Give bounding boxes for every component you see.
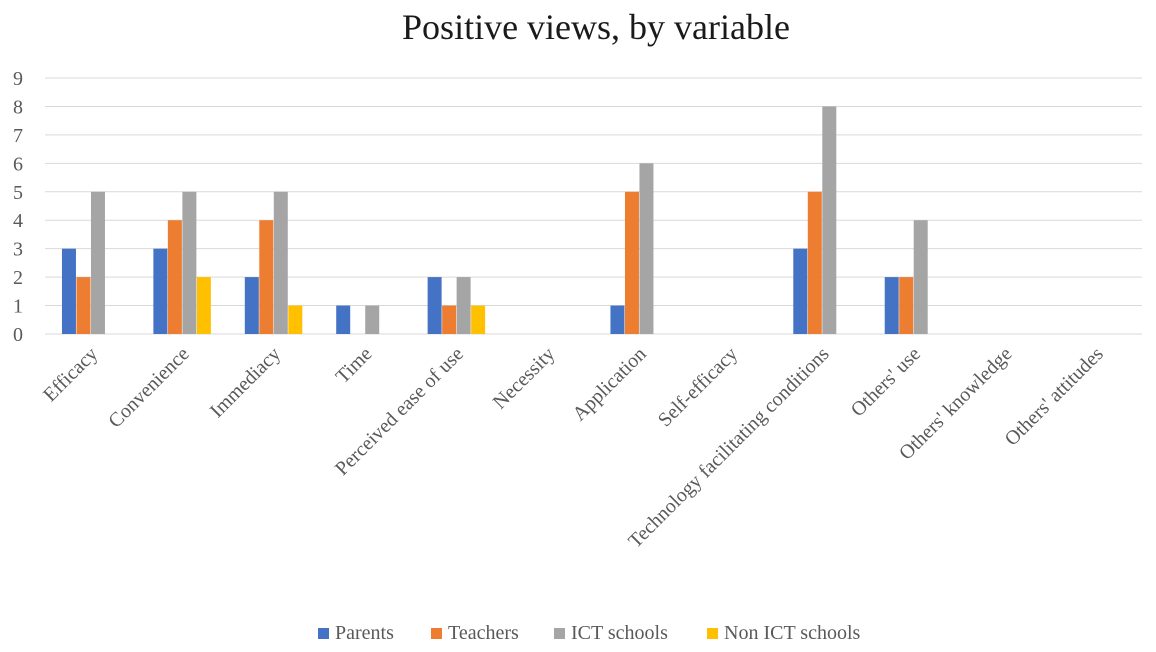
bar-ict-schools-4 (365, 305, 380, 334)
y-tick-label: 8 (13, 96, 23, 118)
y-tick-label: 9 (13, 68, 23, 90)
bar-ict-schools-9 (822, 106, 837, 334)
x-category-label: Time (332, 343, 377, 388)
y-tick-label: 1 (13, 296, 23, 318)
legend-label: Non ICT schools (724, 622, 861, 644)
bar-non-ict-schools-5 (471, 305, 486, 334)
y-tick-label: 5 (13, 182, 23, 204)
legend-swatch (318, 628, 329, 639)
bar-parents-2 (153, 248, 168, 334)
bars (61, 106, 928, 334)
bar-ict-schools-2 (182, 191, 197, 334)
bar-teachers-10 (899, 277, 914, 334)
bar-parents-3 (244, 277, 259, 334)
y-tick-label: 2 (13, 267, 23, 289)
x-category-label: Technology facilitating conditions (624, 343, 834, 553)
x-category-label: Immediacy (206, 343, 285, 422)
x-category-label: Necessity (489, 343, 560, 414)
bar-non-ict-schools-2 (196, 277, 211, 334)
legend-label: Parents (335, 622, 394, 644)
x-category-label: Application (568, 343, 650, 425)
x-category-label: Efficacy (39, 343, 102, 406)
bar-parents-1 (61, 248, 76, 334)
bar-ict-schools-7 (639, 163, 654, 334)
bar-parents-7 (610, 305, 625, 334)
x-category-label: Others' attitudes (1001, 343, 1108, 450)
bar-ict-schools-3 (273, 191, 288, 334)
bar-parents-10 (884, 277, 899, 334)
bar-teachers-7 (624, 191, 639, 334)
bar-non-ict-schools-3 (288, 305, 303, 334)
x-axis-categories: Efficacy Convenience Immediacy TimePerceive… (39, 343, 1108, 553)
bar-ict-schools-5 (456, 277, 471, 334)
y-tick-label: 3 (13, 239, 23, 261)
bar-ict-schools-1 (90, 191, 105, 334)
bar-teachers-1 (76, 277, 91, 334)
chart-title: Positive views, by variable (402, 7, 790, 47)
gridlines (45, 77, 1142, 335)
bar-ict-schools-10 (913, 220, 928, 334)
bar-teachers-5 (442, 305, 457, 334)
bar-teachers-2 (167, 220, 182, 334)
legend: Parents Teachers ICT schools Non ICT school… (318, 622, 861, 644)
legend-swatch (707, 628, 718, 639)
y-tick-label: 6 (13, 153, 23, 175)
bar-parents-5 (427, 277, 442, 334)
bar-parents-4 (336, 305, 351, 334)
bar-parents-9 (793, 248, 808, 334)
y-tick-label: 7 (13, 125, 23, 147)
y-axis-ticks: 0 1 2 3 4 5 6 7 8 9 (13, 68, 23, 346)
legend-swatch (431, 628, 442, 639)
x-category-label: Convenience (104, 343, 193, 432)
legend-label: ICT schools (571, 622, 668, 644)
x-category-label: Others' use (847, 343, 925, 421)
bar-teachers-9 (807, 191, 822, 334)
y-tick-label: 4 (13, 210, 23, 232)
y-tick-label: 0 (13, 324, 23, 346)
bar-teachers-3 (259, 220, 274, 334)
legend-label: Teachers (448, 622, 519, 644)
legend-swatch (554, 628, 565, 639)
x-category-label: Self-efficacy (654, 343, 742, 431)
